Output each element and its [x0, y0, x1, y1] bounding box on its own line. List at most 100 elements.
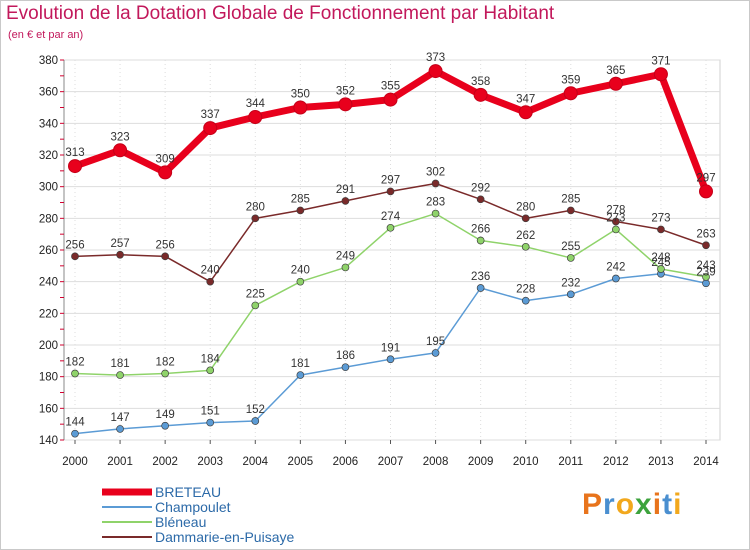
series-lines	[68, 64, 713, 438]
data-label: 280	[516, 201, 535, 213]
data-point	[71, 429, 79, 438]
data-point	[431, 209, 440, 218]
x-tick-label: 2000	[62, 456, 88, 468]
data-label: 291	[336, 184, 355, 196]
data-point	[296, 371, 305, 379]
data-label: 151	[201, 406, 220, 418]
data-point	[161, 421, 169, 430]
data-label: 274	[381, 211, 401, 223]
data-point	[566, 290, 575, 299]
data-label: 181	[291, 358, 310, 370]
data-point	[518, 105, 533, 120]
x-tick-label: 2003	[197, 456, 223, 468]
legend-label: BRETEAU	[155, 484, 221, 500]
y-tick-label: 240	[39, 277, 58, 289]
data-labels: 144 147 149 151 152 181 186 191 195 236 228 232 242 2…	[65, 52, 715, 429]
x-tick-label: 2007	[378, 456, 404, 468]
x-tick-label: 2006	[333, 456, 359, 468]
axes: 140 160 180 200 220 240 260 280 300 320 340 360 380 2…	[39, 55, 720, 468]
chart-subtitle: (en € et par an)	[8, 29, 84, 41]
data-label: 255	[561, 241, 580, 253]
data-label: 147	[110, 412, 129, 424]
data-label: 152	[246, 404, 265, 416]
data-label: 186	[336, 350, 355, 362]
x-tick-label: 2012	[603, 456, 629, 468]
data-point	[612, 274, 620, 283]
data-label: 266	[471, 224, 490, 236]
data-label: 323	[110, 131, 129, 143]
data-label: 352	[336, 85, 355, 97]
data-label: 262	[516, 230, 535, 242]
data-point	[338, 97, 353, 112]
data-label: 228	[516, 284, 535, 296]
data-point	[386, 187, 395, 196]
data-point	[521, 242, 530, 251]
legend-label: Dammarie-en-Puisaye	[155, 529, 294, 545]
data-label: 373	[426, 52, 445, 64]
data-label: 285	[561, 193, 580, 205]
data-point	[702, 279, 710, 288]
data-point	[248, 110, 263, 124]
logo-letter: P	[582, 488, 604, 521]
data-point	[431, 349, 440, 357]
data-label: 365	[606, 65, 625, 77]
data-label: 182	[156, 357, 175, 369]
data-label: 337	[201, 109, 220, 121]
y-tick-label: 380	[39, 55, 58, 67]
x-tick-label: 2011	[558, 456, 583, 468]
data-label: 278	[606, 205, 625, 217]
legend-label: Champoulet	[155, 499, 231, 515]
data-point	[251, 417, 260, 425]
proxiti-logo: Proxiti	[582, 488, 682, 522]
logo-letter: x	[635, 488, 653, 521]
data-point	[296, 206, 305, 215]
x-tick-label: 2005	[288, 456, 314, 468]
data-label: 243	[696, 260, 715, 272]
data-label: 292	[471, 182, 490, 194]
y-tick-label: 340	[39, 118, 58, 130]
data-label: 347	[516, 93, 535, 105]
data-label: 273	[651, 212, 670, 224]
data-label: 313	[65, 147, 84, 159]
data-point	[608, 76, 623, 91]
data-label: 285	[291, 193, 310, 205]
data-label: 248	[651, 252, 670, 264]
data-point	[386, 355, 395, 364]
data-label: 297	[381, 174, 400, 186]
data-label: 232	[561, 277, 580, 289]
data-point	[653, 67, 668, 82]
data-point	[383, 92, 398, 107]
data-label: 263	[696, 228, 715, 240]
x-tick-label: 2014	[693, 456, 719, 468]
x-tick-label: 2013	[648, 456, 674, 468]
x-tick-label: 2010	[513, 456, 539, 468]
data-point	[116, 371, 124, 379]
data-label: 195	[426, 336, 445, 348]
data-label: 358	[471, 76, 490, 88]
data-label: 225	[246, 288, 265, 300]
data-point	[251, 301, 260, 310]
logo-letter: t	[662, 488, 674, 521]
data-point	[566, 206, 575, 215]
y-tick-label: 360	[39, 87, 58, 99]
data-label: 297	[696, 172, 715, 184]
data-label: 371	[651, 55, 670, 67]
data-label: 359	[561, 74, 580, 86]
data-label: 344	[246, 98, 266, 110]
y-tick-label: 180	[39, 372, 58, 384]
data-point	[566, 254, 575, 262]
data-point	[116, 250, 124, 259]
data-point	[431, 179, 440, 188]
data-label: 280	[246, 201, 265, 213]
data-point	[68, 159, 82, 174]
data-point	[386, 223, 395, 232]
data-label: 350	[291, 89, 310, 101]
x-tick-label: 2004	[242, 456, 268, 468]
data-point	[71, 252, 79, 261]
grid-lines	[64, 59, 720, 441]
data-point	[293, 100, 308, 115]
data-point	[476, 236, 485, 245]
legend: BRETEAUChampouletBléneauDammarie-en-Puis…	[102, 484, 294, 545]
logo-letter: o	[615, 488, 636, 521]
